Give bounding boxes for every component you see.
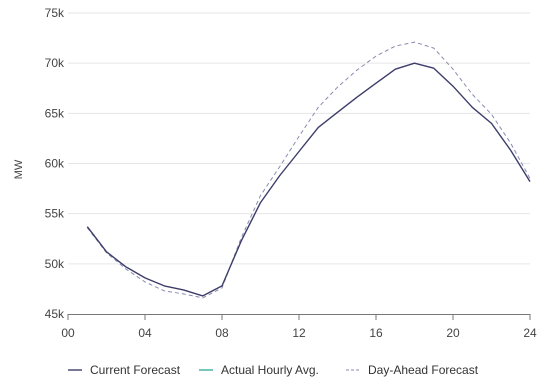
x-tick-label: 12 [292, 326, 306, 340]
axes: 45k 50k 55k 60k 65k 70k 75k 00 04 08 12 16 20 24 [45, 6, 537, 340]
y-tick-label: 55k [45, 207, 65, 221]
y-tick-label: 60k [45, 157, 65, 171]
series-lines [86, 41, 531, 299]
series-line-current-forecast [86, 62, 531, 297]
legend-label: Day-Ahead Forecast [368, 363, 479, 377]
x-tick-label: 00 [61, 326, 75, 340]
y-tick-label: 65k [45, 106, 65, 120]
legend-label: Actual Hourly Avg. [221, 363, 319, 377]
x-tick-label: 08 [215, 326, 229, 340]
y-tick-label: 50k [45, 257, 65, 271]
legend-label: Current Forecast [90, 363, 181, 377]
x-tick-label: 04 [138, 326, 152, 340]
y-tick-label: 75k [45, 6, 65, 20]
y-tick-label: 45k [45, 307, 65, 321]
x-tick-label: 20 [446, 326, 460, 340]
x-tick-label: 24 [523, 326, 537, 340]
y-tick-label: 70k [45, 56, 65, 70]
x-tick-label: 16 [369, 326, 383, 340]
legend: Current Forecast Actual Hourly Avg. Day-Ah… [68, 363, 479, 377]
y-axis-title: MW [13, 159, 25, 179]
grid-lines [68, 12, 530, 265]
series-line-day-ahead-forecast [86, 41, 531, 299]
